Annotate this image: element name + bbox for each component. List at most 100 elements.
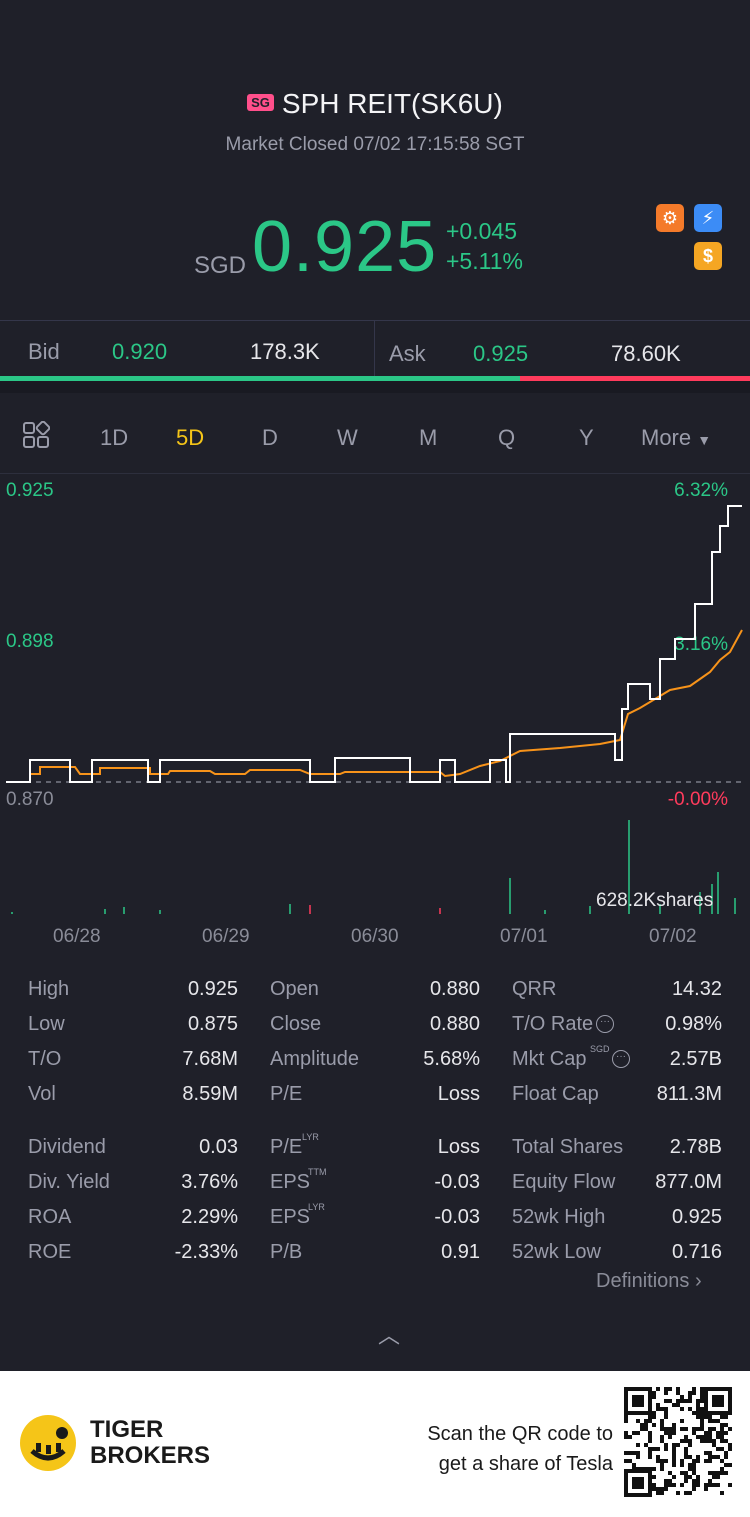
avg-price-line: [30, 629, 743, 778]
change-percent: +5.11%: [446, 248, 523, 274]
stat-label: Div. Yield: [28, 1171, 110, 1193]
brand-line2: BROKERS: [90, 1442, 211, 1469]
definitions-link[interactable]: Definitions ›: [596, 1270, 702, 1293]
dollar-icon[interactable]: $: [694, 242, 722, 270]
info-icon[interactable]: ···: [612, 1050, 630, 1068]
price-change: +0.045 +5.11%: [446, 216, 523, 276]
period-tabs: 1D 5D D W M Q Y More ▼: [0, 393, 750, 474]
stat-value: 0.716: [671, 1241, 722, 1263]
y-axis-high: 0.925: [6, 480, 54, 501]
stat-label: Vol: [28, 1083, 56, 1105]
tab-w[interactable]: W: [337, 425, 358, 450]
bid-ratio-bar: [0, 376, 520, 381]
date-label: 07/02: [649, 926, 697, 947]
change-amount: +0.045: [446, 218, 517, 244]
stat-label: Amplitude: [270, 1048, 359, 1070]
tab-more[interactable]: More ▼: [641, 425, 711, 451]
collapse-chevron-up-icon[interactable]: ︿: [378, 1323, 401, 1348]
stat-label: T/O Rate: [512, 1013, 594, 1035]
ask-size: 78.60K: [611, 341, 681, 366]
tab-1d[interactable]: 1D: [100, 425, 129, 450]
stat-superscript: LYR: [302, 1132, 319, 1142]
definitions-label: Definitions: [596, 1270, 690, 1292]
stat-superscript: LYR: [308, 1202, 325, 1212]
stat-value: 0.03: [199, 1136, 238, 1158]
chart-canvas: [6, 505, 743, 914]
stat-label: Total Shares: [512, 1136, 624, 1158]
lightning-icon[interactable]: ⚡: [694, 204, 722, 232]
stat-value: Loss: [437, 1136, 480, 1158]
section-gap: [0, 381, 750, 393]
market-badge: SG: [247, 94, 274, 111]
stat-label: 52wk High: [512, 1206, 606, 1228]
last-price: 0.925: [252, 207, 438, 287]
brand-line1: TIGER: [90, 1416, 164, 1443]
stat-value: 8.59M: [182, 1083, 238, 1105]
ask-label: Ask: [389, 341, 426, 366]
stat-label: 52wk Low: [512, 1241, 601, 1263]
stat-label: T/O: [28, 1048, 62, 1070]
tab-y[interactable]: Y: [579, 425, 594, 450]
stat-label: Open: [270, 978, 319, 1000]
stat-value: -0.03: [434, 1206, 480, 1228]
date-label: 07/01: [500, 926, 548, 947]
stat-label: High: [28, 978, 70, 1000]
stat-value: 2.57B: [669, 1048, 722, 1070]
stat-value: 877.0M: [655, 1171, 722, 1193]
tab-5d[interactable]: 5D: [176, 425, 205, 450]
tab-m[interactable]: M: [419, 425, 438, 450]
price-line: [6, 505, 742, 783]
brand-name: TIGER BROKERS: [90, 1417, 210, 1469]
volume-label: 628.2Kshares: [596, 890, 714, 911]
tab-d[interactable]: D: [262, 425, 278, 450]
stat-value: 0.925: [671, 1206, 722, 1228]
bid-ask-divider: [374, 320, 375, 378]
stat-label: Low: [28, 1013, 65, 1035]
stat-label: P/E: [270, 1136, 303, 1158]
pct-high: 6.32%: [674, 480, 728, 501]
stat-value: 0.98%: [665, 1013, 722, 1035]
stat-value: 2.78B: [669, 1136, 722, 1158]
scan-line2: get a share of Tesla: [438, 1453, 613, 1475]
stat-label: ROE: [28, 1241, 72, 1263]
stat-value: 0.880: [429, 1013, 480, 1035]
y-axis-low: 0.870: [6, 789, 54, 810]
stat-value: 0.91: [441, 1241, 480, 1263]
stat-value: 0.880: [429, 978, 480, 1000]
stat-label: EPS: [270, 1206, 311, 1228]
scan-line1: Scan the QR code to: [427, 1423, 613, 1445]
stat-label: Float Cap: [512, 1083, 599, 1105]
stat-label: Close: [270, 1013, 322, 1035]
bid-ask-row: Bid 0.920 178.3K Ask 0.925 78.60K: [0, 320, 750, 379]
stock-name: SPH REIT(SK6U): [281, 88, 503, 119]
stat-label: P/B: [270, 1241, 303, 1263]
stat-value: 5.68%: [423, 1048, 480, 1070]
stat-value: 0.925: [187, 978, 238, 1000]
info-icon[interactable]: ···: [596, 1015, 614, 1033]
price-chart[interactable]: 0.925 0.898 0.870 6.32% 3.16% -0.00% 628…: [0, 474, 750, 924]
stat-value: -2.33%: [174, 1241, 238, 1263]
chevron-down-icon: ▼: [697, 432, 712, 448]
stat-superscript: TTM: [308, 1167, 327, 1177]
stat-label: Equity Flow: [512, 1171, 616, 1193]
currency-label: SGD: [194, 252, 247, 279]
qr-code-icon: [624, 1387, 732, 1497]
stat-value: 14.32: [671, 978, 722, 1000]
stat-label: EPS: [270, 1171, 311, 1193]
ask-ratio-bar: [520, 376, 750, 381]
stat-value: 811.3M: [656, 1083, 722, 1105]
promo-footer: TIGER BROKERS Scan the QR code to get a …: [0, 1371, 750, 1517]
stat-value: Loss: [437, 1083, 480, 1105]
chart-signal-icon[interactable]: ⚙: [656, 204, 684, 232]
chevron-right-icon: ›: [694, 1270, 702, 1292]
bid-size: 178.3K: [250, 339, 320, 364]
scan-prompt: Scan the QR code to get a share of Tesla: [410, 1419, 613, 1479]
date-label: 06/30: [351, 926, 399, 947]
grid-layout-icon[interactable]: [22, 421, 50, 449]
tab-q[interactable]: Q: [498, 425, 516, 450]
stat-value: 7.68M: [182, 1048, 238, 1070]
market-status: Market Closed 07/02 17:15:58 SGT: [225, 134, 525, 155]
tab-more-label: More: [641, 425, 692, 450]
ask-price: 0.925: [473, 341, 529, 366]
stat-label: QRR: [512, 978, 557, 1000]
